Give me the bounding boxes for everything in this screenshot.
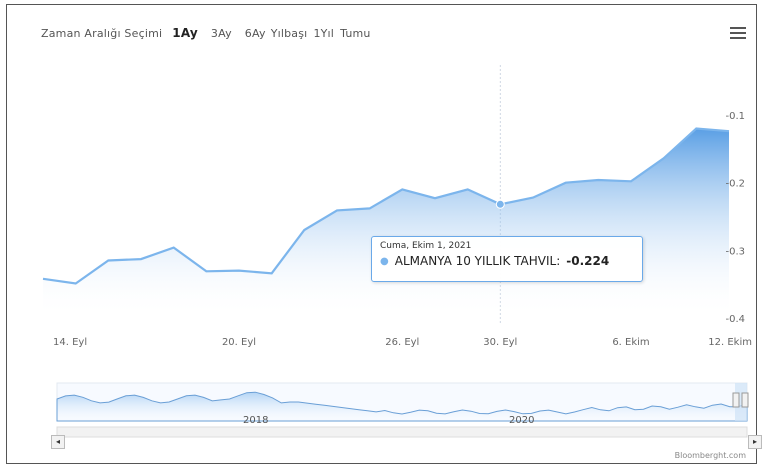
chart-frame: Zaman Aralığı Seçimi 1Ay 3Ay 6Ay Yılbaşı… — [6, 4, 762, 464]
plot-area — [42, 65, 730, 323]
range-button-1yil[interactable]: 1Yıl — [313, 26, 335, 40]
y-tick-label: -0.4 — [725, 314, 745, 325]
navigator-scrollbar-track[interactable] — [56, 426, 748, 438]
range-button-3ay[interactable]: 3Ay — [210, 26, 232, 40]
series-dot-icon: ● — [380, 255, 389, 267]
tooltip-date: Cuma, Ekim 1, 2021 — [380, 241, 472, 251]
y-tick-label: -0.2 — [725, 179, 745, 190]
scroll-right-arrow-icon[interactable]: ▸ — [748, 435, 762, 449]
x-tick-label: 20. Eyl — [222, 337, 256, 348]
navigator-handle-right[interactable] — [741, 392, 749, 408]
range-button-tumu[interactable]: Tumu — [340, 26, 371, 40]
tooltip: Cuma, Ekim 1, 2021 ● ALMANYA 10 YILLIK T… — [371, 236, 643, 282]
x-tick-label: 26. Eyl — [385, 337, 419, 348]
navigator-area — [56, 391, 748, 422]
highlight-point[interactable] — [495, 199, 505, 209]
navigator-label-2018: 2018 — [243, 415, 268, 426]
range-button-yilbasi[interactable]: Yılbaşı — [270, 26, 308, 40]
tooltip-series-name: ALMANYA 10 YILLIK TAHVIL: — [394, 254, 561, 268]
range-button-6ay[interactable]: 6Ay — [244, 26, 266, 40]
x-axis: 14. Eyl 20. Eyl 26. Eyl 30. Eyl 6. Ekim 12. E… — [53, 337, 752, 348]
series-area — [43, 128, 729, 318]
credits-link[interactable]: Bloomberght.com — [674, 451, 746, 460]
y-axis: -0.1 -0.2 -0.3 -0.4 — [725, 111, 745, 325]
hamburger-menu-icon[interactable] — [730, 27, 746, 39]
navigator[interactable]: 2018 2020 — [56, 382, 749, 438]
x-tick-label: 6. Ekim — [612, 337, 649, 348]
tooltip-value: -0.224 — [566, 254, 610, 268]
tooltip-row: ● ALMANYA 10 YILLIK TAHVIL: -0.224 — [380, 254, 634, 268]
range-selector: Zaman Aralığı Seçimi 1Ay 3Ay 6Ay Yılbaşı… — [41, 23, 384, 43]
x-tick-label: 30. Eyl — [483, 337, 517, 348]
x-tick-label: 12. Ekim — [708, 337, 752, 348]
x-tick-label: 14. Eyl — [53, 337, 87, 348]
y-tick-label: -0.3 — [725, 246, 745, 257]
chart-svg: -0.1 -0.2 -0.3 -0.4 14. Eyl 20. Eyl 26. Eyl 30… — [42, 65, 752, 438]
scroll-left-arrow-icon[interactable]: ◂ — [51, 435, 65, 449]
series-line — [42, 127, 730, 285]
range-selector-label: Zaman Aralığı Seçimi — [41, 26, 163, 40]
range-button-1ay[interactable]: 1Ay — [172, 26, 198, 40]
y-tick-label: -0.1 — [725, 111, 745, 122]
navigator-label-2020: 2020 — [509, 415, 534, 426]
navigator-handle-left[interactable] — [732, 392, 740, 408]
